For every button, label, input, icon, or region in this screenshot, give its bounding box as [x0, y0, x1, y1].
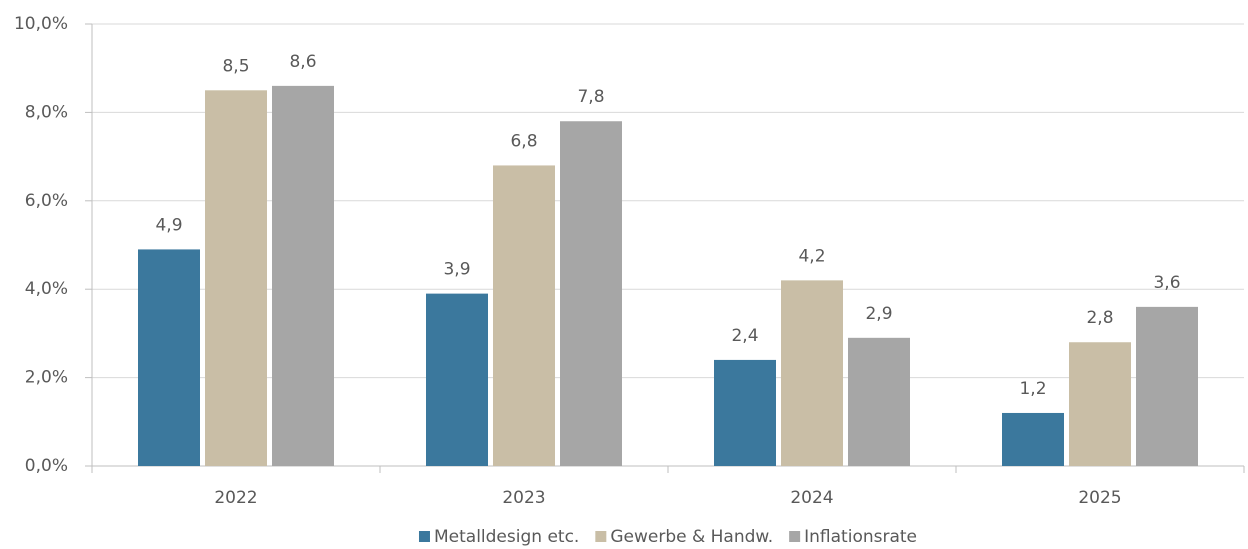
value-label: 3,9: [443, 260, 470, 280]
value-label: 1,2: [1019, 379, 1046, 399]
value-label: 8,5: [222, 56, 249, 76]
value-label: 2,9: [865, 304, 892, 324]
value-label: 2,8: [1086, 308, 1113, 328]
y-tick-label: 6,0%: [25, 191, 68, 211]
bar: [560, 121, 622, 467]
x-tick-label: 2023: [502, 488, 545, 508]
value-label: 3,6: [1153, 273, 1180, 293]
bar: [1136, 306, 1198, 466]
x-tick-label: 2022: [214, 488, 257, 508]
value-label: 2,4: [731, 326, 758, 346]
y-tick-label: 2,0%: [25, 368, 68, 388]
y-tick-label: 0,0%: [25, 456, 68, 476]
legend-label: Inflationsrate: [804, 527, 917, 547]
bar: [848, 337, 910, 466]
value-label: 4,9: [155, 215, 182, 235]
bar: [138, 249, 200, 466]
bar: [205, 90, 267, 467]
bar: [272, 85, 334, 466]
legend-swatch: [595, 531, 607, 542]
legend-label: Gewerbe & Handw.: [610, 527, 773, 547]
x-tick-label: 2024: [790, 488, 833, 508]
bar: [426, 293, 488, 466]
x-tick-label: 2025: [1078, 488, 1121, 508]
bar: [1002, 412, 1064, 466]
y-tick-label: 4,0%: [25, 279, 68, 299]
bar: [1069, 342, 1131, 466]
value-label: 4,2: [798, 246, 825, 266]
value-label: 8,6: [289, 52, 316, 72]
legend-swatch: [789, 531, 801, 542]
value-label: 6,8: [510, 131, 537, 151]
bar: [714, 359, 776, 466]
bar: [493, 165, 555, 466]
bar: [781, 280, 843, 466]
value-label: 7,8: [577, 87, 604, 107]
y-tick-label: 8,0%: [25, 102, 68, 122]
legend-label: Metalldesign etc.: [434, 527, 579, 547]
legend-swatch: [418, 531, 430, 542]
y-tick-label: 10,0%: [14, 14, 68, 34]
